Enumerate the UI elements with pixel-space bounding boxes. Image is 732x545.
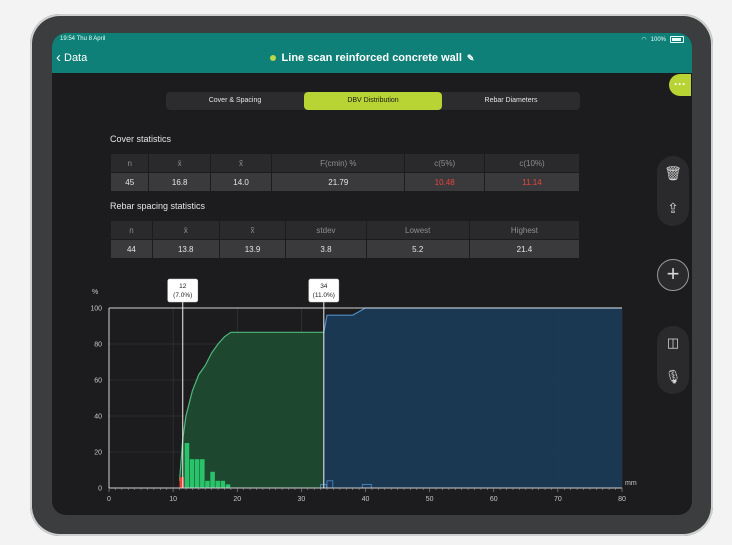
histogram-bar <box>194 459 200 488</box>
y-tick-label: 40 <box>94 414 102 421</box>
cover-cumulative-line <box>178 331 324 481</box>
side-toolbar-top: 🗑 ⇪ <box>657 156 689 226</box>
x-axis-label: mm <box>625 480 637 487</box>
table-header: c(10%) <box>485 154 579 172</box>
battery-icon <box>670 36 684 43</box>
histogram-bar <box>200 459 205 488</box>
table-cell: 21.79 <box>272 173 405 191</box>
x-tick-label: 70 <box>554 496 562 503</box>
marker-value: 12 <box>179 283 187 290</box>
table-row: 45 16.8 14.0 21.79 10.48 11.14 <box>111 173 579 191</box>
marker-value: 34 <box>320 283 328 290</box>
table-cell: 10.48 <box>405 173 484 191</box>
status-right: ◠ 100% <box>641 36 684 43</box>
share-icon[interactable]: ⇪ <box>667 200 679 216</box>
table-header-row: n x̄ x̃ F(cmin) % c(5%) c(10%) <box>111 154 579 172</box>
dbv-distribution-chart: 0 10 20 30 40 50 60 70 80 0 20 40 60 80 100% mm 12 (7.0%… <box>90 278 637 503</box>
x-tick-label: 60 <box>490 496 498 503</box>
table-cell: 13.8 <box>152 240 219 258</box>
y-tick-label: 100 <box>90 306 102 313</box>
cover-cumulative-area <box>179 332 324 488</box>
battery-percent: 100% <box>650 36 666 43</box>
status-time: 19:54 Thu 8 April <box>60 36 106 42</box>
cover-statistics-title: Cover statistics <box>110 134 172 144</box>
x-tick-label: 40 <box>362 496 370 503</box>
table-cell: 44 <box>111 240 152 258</box>
page-title: Line scan reinforced concrete wall <box>281 52 462 64</box>
table-header: x̃ <box>219 221 286 239</box>
histogram-bar <box>184 443 190 488</box>
tab-rebar-diameters[interactable]: Rebar Diameters <box>484 97 538 104</box>
table-header: x̄ <box>152 221 219 239</box>
chevron-left-icon: ‹ <box>56 49 61 66</box>
table-header: stdev <box>286 221 366 239</box>
table-header: c(5%) <box>405 154 484 172</box>
back-label: Data <box>64 52 88 64</box>
pencil-icon[interactable]: ✎ <box>466 53 475 63</box>
x-tick-label: 80 <box>618 496 626 503</box>
y-tick-label: 60 <box>94 378 102 385</box>
table-row: 44 13.8 13.9 3.8 5.2 21.4 <box>111 240 579 258</box>
app-screen: 19:54 Thu 8 April ◠ 100% ‹ Data Line sca… <box>52 33 692 515</box>
table-cell: 14.0 <box>210 173 272 191</box>
status-bar: 19:54 Thu 8 April ◠ 100% <box>52 33 692 45</box>
table-cell: 45 <box>111 173 149 191</box>
table-cell: 16.8 <box>149 173 210 191</box>
spacing-statistics-title: Rebar spacing statistics <box>110 201 206 211</box>
segmented-control: Cover & Spacing DBV Distribution Rebar D… <box>166 92 580 110</box>
histogram-bar <box>189 459 195 488</box>
marker-percent: (7.0%) <box>173 292 192 299</box>
table-cell: 13.9 <box>219 240 286 258</box>
histogram-bar <box>225 484 231 488</box>
histogram-bar <box>215 480 220 488</box>
table-cell: 11.14 <box>485 173 579 191</box>
tab-cover-spacing[interactable]: Cover & Spacing <box>208 97 262 104</box>
x-tick-label: 20 <box>233 496 241 503</box>
x-tick-label: 50 <box>426 496 434 503</box>
y-tick-label: 80 <box>94 342 102 349</box>
add-button[interactable]: + <box>657 259 689 291</box>
microphone-icon[interactable]: 🎙 <box>664 369 682 384</box>
spacing-cumulative-area <box>323 308 622 488</box>
table-header: F(cmin) % <box>272 154 405 172</box>
x-tick-label: 10 <box>169 496 177 503</box>
table-header: x̄ <box>149 154 210 172</box>
histogram-bar <box>210 471 215 488</box>
more-options-button[interactable]: ··· <box>669 74 691 96</box>
spacing-statistics-table: n x̄ x̃ stdev Lowest Highest 44 13.8 13.… <box>110 220 580 259</box>
table-header-row: n x̄ x̃ stdev Lowest Highest <box>111 221 579 239</box>
table-header: n <box>111 154 149 172</box>
histogram-bar <box>220 480 226 488</box>
table-header: Lowest <box>366 221 469 239</box>
table-cell: 3.8 <box>286 240 366 258</box>
table-cell: 21.4 <box>469 240 579 258</box>
histogram-bar <box>179 477 185 488</box>
histogram-bar <box>205 480 210 488</box>
table-header: n <box>111 221 152 239</box>
marker-label-box[interactable] <box>308 278 340 303</box>
x-tick-label: 30 <box>297 496 305 503</box>
page-title-wrap: Line scan reinforced concrete wall ✎ <box>52 52 692 64</box>
y-tick-label: 20 <box>94 450 102 457</box>
split-view-icon[interactable]: ◫ <box>666 335 680 350</box>
status-dot-icon <box>269 55 276 62</box>
x-tick-label: 0 <box>107 496 111 503</box>
table-header: x̃ <box>210 154 272 172</box>
y-axis-label: % <box>92 289 98 296</box>
table-header: Highest <box>469 221 579 239</box>
nav-bar: ‹ Data Line scan reinforced concrete wal… <box>52 45 692 73</box>
cover-statistics-table: n x̄ x̃ F(cmin) % c(5%) c(10%) 45 16.8 1… <box>110 153 580 192</box>
marker-percent: (11.0%) <box>313 292 335 299</box>
marker-label-box[interactable] <box>167 278 199 303</box>
side-toolbar-bottom: ◫ 🎙 <box>657 326 689 394</box>
wifi-icon: ◠ <box>641 37 647 43</box>
table-cell: 5.2 <box>366 240 469 258</box>
trash-icon[interactable]: 🗑 <box>664 165 682 181</box>
back-button[interactable]: ‹ Data <box>56 49 88 66</box>
y-tick-label: 0 <box>98 486 102 493</box>
tab-dbv-distribution[interactable]: DBV Distribution <box>304 92 442 110</box>
